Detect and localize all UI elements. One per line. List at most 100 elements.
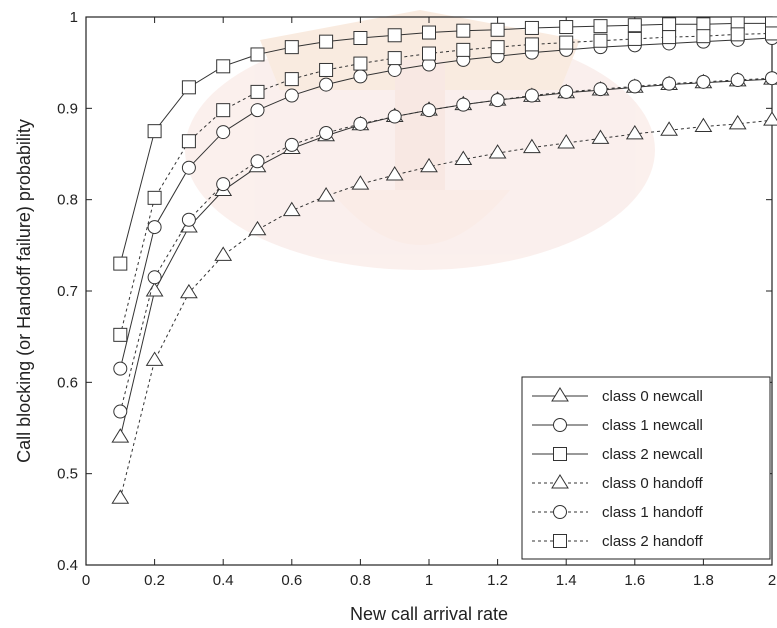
- legend-item: class 1 handoff: [532, 504, 703, 521]
- x-tick-label: 1.2: [487, 572, 508, 589]
- data-point: [353, 116, 368, 131]
- data-point: [763, 111, 777, 126]
- data-point: [319, 34, 334, 49]
- data-point: [113, 256, 128, 271]
- data-point: [250, 154, 265, 169]
- y-tick-label: 1: [70, 9, 78, 26]
- y-tick-label: 0.9: [57, 100, 78, 117]
- x-tick-label: 1.4: [556, 572, 577, 589]
- legend-label: class 2 handoff: [602, 533, 703, 550]
- x-tick-label: 1.8: [693, 572, 714, 589]
- legend: class 0 newcall class 1 newcall class 2 ne…: [521, 376, 771, 560]
- data-point: [662, 30, 677, 45]
- data-point: [284, 72, 299, 87]
- data-point: [284, 88, 299, 103]
- y-tick-label: 0.6: [57, 374, 78, 391]
- data-point: [422, 46, 436, 61]
- legend-marker: [553, 447, 567, 461]
- data-point: [559, 20, 574, 35]
- legend-label: class 0 newcall: [602, 388, 703, 405]
- data-point: [694, 117, 713, 133]
- data-point: [593, 19, 608, 34]
- data-point: [696, 29, 711, 44]
- data-point: [420, 157, 438, 173]
- plot-area: 0 0.2 0.4 0.6 0.8 1 1.2 1.4 1.6 1.8 2 0.4 0.5 0.6 0.7 0…: [57, 9, 776, 589]
- data-point: [593, 33, 608, 48]
- data-point: [422, 25, 436, 40]
- data-point: [111, 489, 130, 504]
- series-layer: [111, 16, 777, 504]
- data-point: [454, 150, 473, 165]
- legend-marker: [551, 387, 569, 402]
- data-point: [216, 177, 231, 192]
- data-point: [728, 114, 747, 130]
- data-point: [319, 62, 334, 77]
- x-tick-label: 0.4: [213, 572, 234, 589]
- data-point: [111, 428, 130, 443]
- data-point: [593, 82, 608, 97]
- data-point: [591, 129, 610, 144]
- x-tick-label: 0: [82, 572, 90, 589]
- data-point: [284, 137, 299, 152]
- data-point: [145, 351, 164, 366]
- x-tick-label: 0.6: [281, 572, 302, 589]
- data-point: [627, 79, 642, 94]
- data-point: [559, 35, 574, 50]
- x-tick-label: 1: [425, 572, 433, 589]
- legend-label: class 1 handoff: [602, 504, 703, 521]
- data-point: [490, 40, 505, 55]
- data-point: [113, 361, 128, 376]
- legend-marker: [551, 474, 569, 489]
- data-point: [248, 220, 267, 236]
- y-tick-label: 0.5: [57, 466, 78, 483]
- y-axis-label: Call blocking (or Handoff failure) proba…: [14, 119, 34, 463]
- legend-item: class 2 newcall: [532, 446, 703, 463]
- data-point: [319, 125, 334, 140]
- data-point: [284, 40, 299, 55]
- series-class-2-newcall: [113, 16, 777, 271]
- data-point: [524, 88, 539, 103]
- data-point: [557, 134, 576, 149]
- series-class-1-newcall: [113, 31, 777, 376]
- data-point: [319, 77, 334, 92]
- data-point: [524, 20, 539, 35]
- legend-label: class 2 newcall: [602, 446, 703, 463]
- data-point: [696, 17, 711, 32]
- legend-marker: [553, 418, 567, 432]
- legend-box: [521, 376, 771, 560]
- data-point: [181, 160, 196, 175]
- data-point: [147, 220, 162, 235]
- series-line: [119, 77, 773, 412]
- data-point: [351, 175, 370, 190]
- data-point: [317, 187, 335, 202]
- legend-item: class 2 handoff: [532, 533, 703, 550]
- data-point: [387, 62, 402, 77]
- data-point: [250, 47, 265, 62]
- data-point: [147, 124, 162, 139]
- data-point: [625, 124, 644, 140]
- data-point: [627, 18, 642, 33]
- data-point: [147, 190, 162, 205]
- data-point: [353, 31, 368, 46]
- data-point: [422, 103, 436, 118]
- data-point: [180, 283, 198, 299]
- data-point: [385, 166, 404, 181]
- series-class-2-handoff: [113, 26, 777, 342]
- data-point: [250, 103, 265, 118]
- series-class-1-handoff: [113, 71, 777, 419]
- data-point: [216, 59, 231, 74]
- legend-marker: [553, 505, 567, 519]
- data-point: [660, 121, 678, 136]
- data-point: [387, 109, 402, 124]
- data-point: [524, 37, 539, 52]
- legend-label: class 0 handoff: [602, 475, 703, 492]
- data-point: [181, 134, 196, 149]
- data-point: [523, 138, 541, 154]
- y-tick-label: 0.8: [57, 192, 78, 209]
- data-point: [456, 42, 471, 57]
- legend-item: class 0 handoff: [532, 474, 703, 492]
- data-point: [282, 201, 301, 217]
- data-point: [113, 404, 128, 419]
- data-point: [250, 84, 265, 99]
- x-tick-label: 0.8: [350, 572, 371, 589]
